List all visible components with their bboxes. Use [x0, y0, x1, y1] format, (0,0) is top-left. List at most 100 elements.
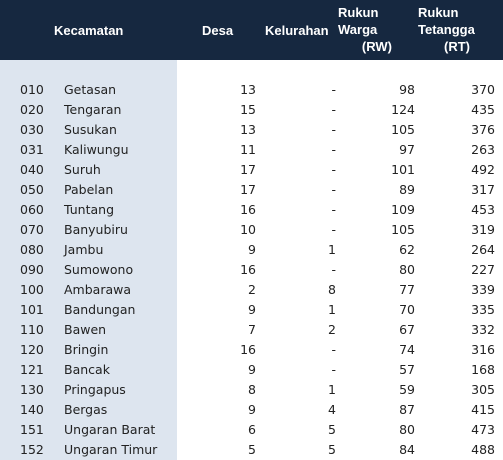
cell-kelurahan: - — [331, 82, 336, 97]
cell-rw: 70 — [399, 302, 415, 317]
cell-rt: 263 — [471, 142, 495, 157]
header-desa: Desa — [202, 23, 234, 38]
table-row: 020 Tengaran 15 - 124 435 — [0, 100, 503, 120]
cell-kelurahan: 1 — [328, 302, 336, 317]
cell-desa: 5 — [248, 442, 256, 457]
table-row: 010 Getasan 13 - 98 370 — [0, 80, 503, 100]
cell-kecamatan: Pabelan — [64, 182, 114, 197]
table-row: 050 Pabelan 17 - 89 317 — [0, 180, 503, 200]
cell-code: 090 — [20, 262, 44, 277]
table-row: 151 Ungaran Barat 6 5 80 473 — [0, 420, 503, 440]
cell-rw: 109 — [391, 202, 415, 217]
cell-code: 040 — [20, 162, 44, 177]
cell-code: 010 — [20, 82, 44, 97]
cell-rw: 84 — [399, 442, 415, 457]
cell-desa: 17 — [240, 162, 256, 177]
table-row: 152 Ungaran Timur 5 5 84 488 — [0, 440, 503, 460]
header-rt-line3: (RT) — [444, 39, 470, 54]
cell-kelurahan: - — [331, 162, 336, 177]
cell-code: 080 — [20, 242, 44, 257]
cell-rt: 435 — [471, 102, 495, 117]
cell-kelurahan: - — [331, 342, 336, 357]
cell-code: 101 — [20, 302, 44, 317]
cell-rt: 335 — [471, 302, 495, 317]
table-header: Kecamatan Desa Kelurahan Rukun Warga (RW… — [0, 0, 503, 60]
table-row: 030 Susukan 13 - 105 376 — [0, 120, 503, 140]
cell-rt: 264 — [471, 242, 495, 257]
cell-rt: 339 — [471, 282, 495, 297]
cell-kelurahan: - — [331, 122, 336, 137]
cell-code: 121 — [20, 362, 44, 377]
cell-rt: 332 — [471, 322, 495, 337]
first-column-background — [0, 60, 177, 460]
cell-rt: 492 — [471, 162, 495, 177]
table-row: 130 Pringapus 8 1 59 305 — [0, 380, 503, 400]
cell-kecamatan: Pringapus — [64, 382, 126, 397]
table-row: 080 Jambu 9 1 62 264 — [0, 240, 503, 260]
cell-code: 110 — [20, 322, 44, 337]
table-row: 060 Tuntang 16 - 109 453 — [0, 200, 503, 220]
header-rw-line2: Warga — [338, 22, 378, 37]
cell-rt: 227 — [471, 262, 495, 277]
cell-kecamatan: Ambarawa — [64, 282, 132, 297]
cell-kelurahan: 1 — [328, 242, 336, 257]
cell-kelurahan: - — [331, 182, 336, 197]
cell-desa: 9 — [248, 302, 256, 317]
cell-rt: 376 — [471, 122, 495, 137]
cell-kecamatan: Jambu — [64, 242, 104, 257]
cell-kelurahan: 1 — [328, 382, 336, 397]
cell-desa: 17 — [240, 182, 256, 197]
cell-kecamatan: Susukan — [64, 122, 117, 137]
cell-kecamatan: Sumowono — [64, 262, 134, 277]
cell-rt: 305 — [471, 382, 495, 397]
cell-rw: 80 — [399, 262, 415, 277]
table-row: 090 Sumowono 16 - 80 227 — [0, 260, 503, 280]
table-body: 010 Getasan 13-98 370 020 Tengaran 15-124 435 03… — [0, 80, 503, 460]
cell-desa: 13 — [240, 82, 256, 97]
cell-rw: 62 — [399, 242, 415, 257]
cell-rt: 319 — [471, 222, 495, 237]
cell-kecamatan: Bancak — [64, 362, 110, 377]
table-row: 140 Bergas 9 4 87 415 — [0, 400, 503, 420]
cell-kecamatan: Tuntang — [64, 202, 114, 217]
cell-code: 050 — [20, 182, 44, 197]
cell-rw: 101 — [391, 162, 415, 177]
cell-code: 060 — [20, 202, 44, 217]
cell-desa: 13 — [240, 122, 256, 137]
header-rw-line1: Rukun — [338, 5, 379, 20]
header-kecamatan: Kecamatan — [54, 23, 124, 38]
cell-rt: 317 — [471, 182, 495, 197]
cell-desa: 9 — [248, 242, 256, 257]
table-row: 040 Suruh 17 - 101 492 — [0, 160, 503, 180]
header-kelurahan: Kelurahan — [265, 23, 329, 38]
cell-desa: 8 — [248, 382, 256, 397]
cell-desa: 16 — [240, 342, 256, 357]
cell-code: 100 — [20, 282, 44, 297]
table-row: 100 Ambarawa 2 8 77 339 — [0, 280, 503, 300]
cell-desa: 16 — [240, 202, 256, 217]
cell-rt: 473 — [471, 422, 495, 437]
cell-code: 152 — [20, 442, 44, 457]
cell-desa: 9 — [248, 362, 256, 377]
table-row: 101 Bandungan 9 1 70 335 — [0, 300, 503, 320]
cell-rt: 370 — [471, 82, 495, 97]
cell-code: 020 — [20, 102, 44, 117]
table-row: 120 Bringin 16 - 74 316 — [0, 340, 503, 360]
cell-kecamatan: Ungaran Timur — [64, 442, 158, 457]
cell-desa: 6 — [248, 422, 256, 437]
cell-rw: 77 — [399, 282, 415, 297]
cell-rw: 57 — [399, 362, 415, 377]
cell-kelurahan: 2 — [328, 322, 336, 337]
cell-rw: 124 — [391, 102, 415, 117]
header-rukun-tetangga: Rukun Tetangga (RT) — [418, 4, 476, 55]
cell-code: 120 — [20, 342, 44, 357]
cell-code: 130 — [20, 382, 44, 397]
cell-rw: 74 — [399, 342, 415, 357]
cell-desa: 2 — [248, 282, 256, 297]
cell-rt: 415 — [471, 402, 495, 417]
cell-kecamatan: Banyubiru — [64, 222, 128, 237]
cell-code: 151 — [20, 422, 44, 437]
cell-kecamatan: Bawen — [64, 322, 107, 337]
cell-kelurahan: 5 — [328, 442, 336, 457]
cell-rt: 453 — [471, 202, 495, 217]
